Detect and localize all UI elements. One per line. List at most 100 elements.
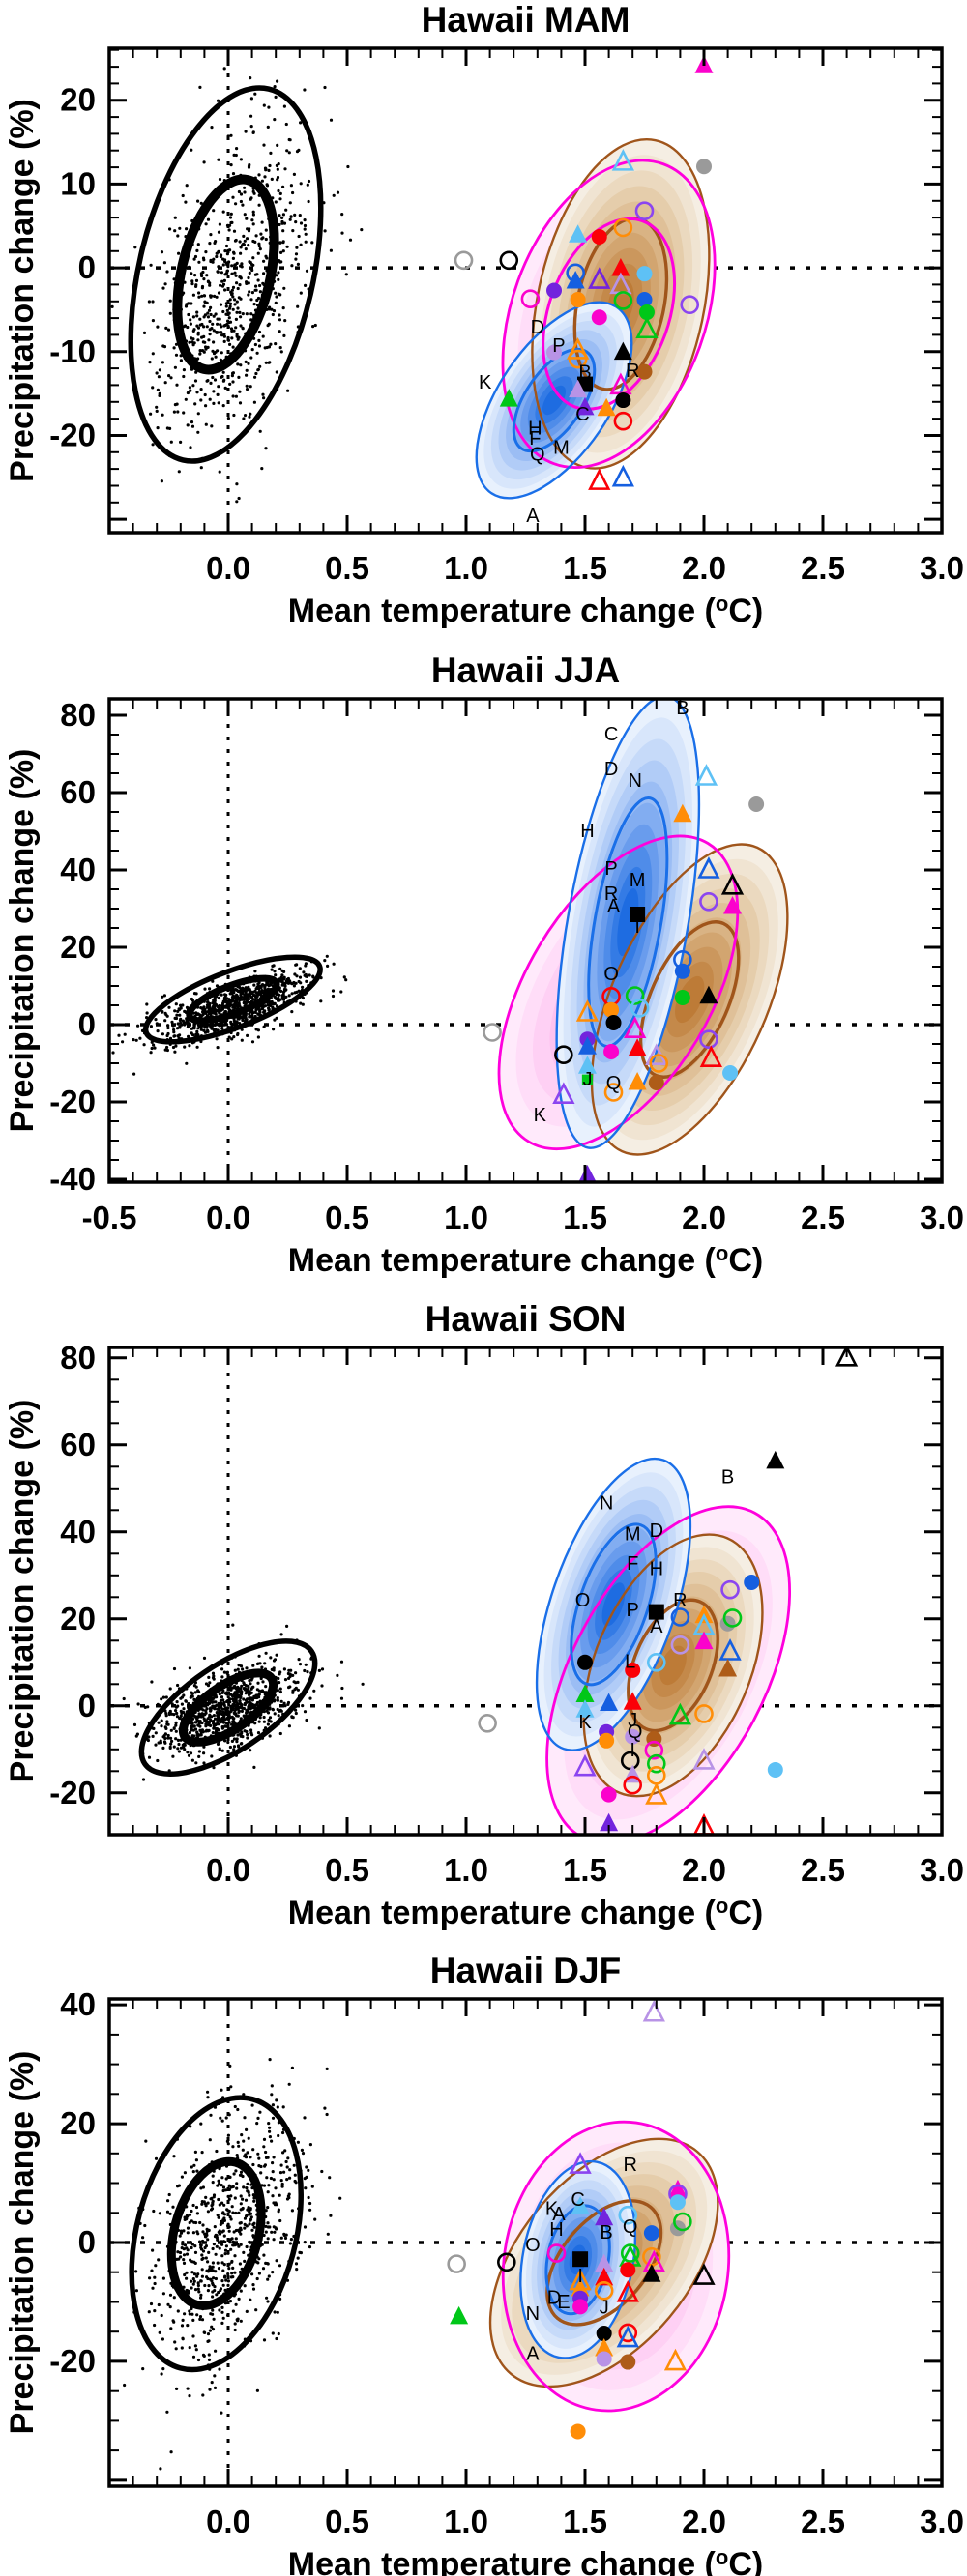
x-axis-label: Mean temperature change (oC) (288, 1894, 763, 1931)
model-letter-label: C (571, 2189, 584, 2211)
model-marker-open-circle (594, 2280, 614, 2301)
model-marker-circle (577, 1654, 593, 1670)
model-letter-label: N (628, 770, 641, 792)
model-marker-circle (570, 2423, 586, 2440)
observation-dot-cloud (109, 67, 364, 504)
model-marker-open-triangle (720, 872, 745, 895)
model-letter-label: B (721, 1467, 734, 1489)
model-marker-circle (591, 309, 607, 326)
model-marker-open-triangle (699, 1045, 723, 1068)
model-marker-circle (638, 304, 655, 321)
black-inner-ellipse (178, 1668, 278, 1747)
model-marker-open-circle (722, 1608, 743, 1628)
y-tick-label: -20 (49, 1775, 96, 1810)
model-marker-circle (596, 2351, 612, 2367)
model-marker-open-circle (699, 891, 718, 912)
model-marker-open-circle (499, 250, 519, 271)
pink-ellipse-outline (501, 2120, 731, 2413)
model-letter-label: H (549, 2219, 563, 2241)
model-marker-open-triangle (616, 2325, 639, 2348)
pink-ellipse-outline (501, 159, 717, 469)
y-tick-label: -10 (49, 333, 96, 369)
model-letter-label: M (553, 438, 570, 459)
y-tick-label: 80 (60, 1340, 96, 1375)
model-marker-open-circle (623, 1775, 643, 1795)
x-tick-label: 3.0 (920, 2504, 964, 2539)
black-inner-ellipse (166, 2156, 266, 2310)
model-marker-open-circle (625, 986, 645, 1005)
model-letter-label: K (534, 1105, 547, 1126)
model-letter-label: J (600, 2297, 609, 2318)
model-marker-open-circle (646, 1753, 666, 1774)
model-letter-label: N (600, 1493, 613, 1515)
model-letter-label: J (583, 1069, 593, 1090)
model-marker-triangle (766, 1450, 785, 1469)
model-marker-open-circle (613, 411, 633, 431)
model-letter-label: F (529, 428, 541, 449)
model-letter-label: D (547, 2288, 561, 2309)
model-letter-label: R (626, 361, 639, 382)
model-marker-triangle (718, 1659, 738, 1677)
model-letter-label: I (634, 916, 640, 938)
y-tick-label: 0 (78, 1688, 96, 1723)
model-marker-open-circle (546, 2243, 567, 2263)
model-letter-label: Q (628, 1722, 643, 1743)
model-letter-label: R (623, 2155, 636, 2176)
x-tick-label: 0.0 (206, 1200, 250, 1235)
model-marker-open-circle (618, 2205, 638, 2225)
blue-ellipse-fill (617, 887, 639, 957)
model-letter-label: R (604, 883, 618, 905)
model-marker-circle (570, 292, 586, 308)
model-marker-open-circle (613, 217, 633, 238)
model-marker-open-triangle (552, 1082, 575, 1105)
y-axis-label: Precipitation change (%) (4, 749, 41, 1133)
model-marker-circle (648, 1075, 664, 1090)
model-marker-open-circle (520, 289, 541, 308)
model-letter-label: I (630, 1740, 635, 1761)
y-tick-label: -40 (49, 1161, 96, 1197)
model-letter-label: H (650, 1559, 663, 1580)
model-marker-circle (620, 2354, 636, 2370)
model-marker-open-triangle (588, 468, 611, 490)
model-marker-circle (605, 1015, 622, 1030)
brown-ellipse-fill (659, 1645, 687, 1686)
model-marker-open-triangle (694, 764, 718, 786)
x-tick-label: 2.0 (682, 1852, 726, 1888)
x-tick-label: 2.0 (682, 1200, 726, 1235)
model-marker-open-triangle (692, 2263, 716, 2285)
model-marker-circle (603, 1044, 620, 1059)
model-marker-triangle (597, 397, 616, 417)
y-tick-label: 60 (60, 774, 96, 810)
model-marker-circle (625, 1662, 641, 1678)
model-letter-label: Q (606, 1073, 622, 1094)
axis-ticks (107, 1347, 944, 1835)
x-tick-label: 3.0 (920, 550, 964, 586)
y-axis-label: Precipitation change (%) (4, 1400, 41, 1783)
model-marker-open-circle (620, 1751, 640, 1771)
model-letter-label: L (625, 1651, 635, 1672)
model-letter-label: D (604, 759, 618, 780)
y-tick-label: 20 (60, 1601, 96, 1636)
panel-title: Hawaii DJF (430, 1951, 621, 1990)
x-tick-label: 2.5 (801, 550, 845, 586)
panel-title: Hawaii SON (425, 1299, 627, 1339)
x-tick-label: 2.5 (801, 1852, 845, 1888)
y-tick-label: 0 (78, 2224, 96, 2260)
model-marker-triangle (628, 1038, 647, 1056)
model-marker-triangle (575, 1699, 595, 1718)
black-inner-ellipse (172, 174, 279, 375)
model-letter-label: R (673, 1590, 687, 1611)
model-marker-circle (596, 2326, 612, 2342)
model-marker-circle (674, 963, 690, 979)
model-marker-open-triangle (569, 2152, 592, 2174)
model-marker-triangle (577, 1036, 597, 1055)
model-marker-open-circle (447, 2254, 466, 2273)
model-marker-open-circle (699, 1029, 718, 1050)
model-letter-label: Q (623, 2216, 638, 2238)
x-tick-label: 0.0 (206, 550, 250, 586)
plot-frame (107, 46, 944, 535)
axis-ticks (107, 1999, 944, 2486)
pink-ellipse-outline (545, 1505, 792, 1835)
model-letter-label: B (676, 698, 689, 719)
model-marker-open-triangle (697, 856, 720, 879)
